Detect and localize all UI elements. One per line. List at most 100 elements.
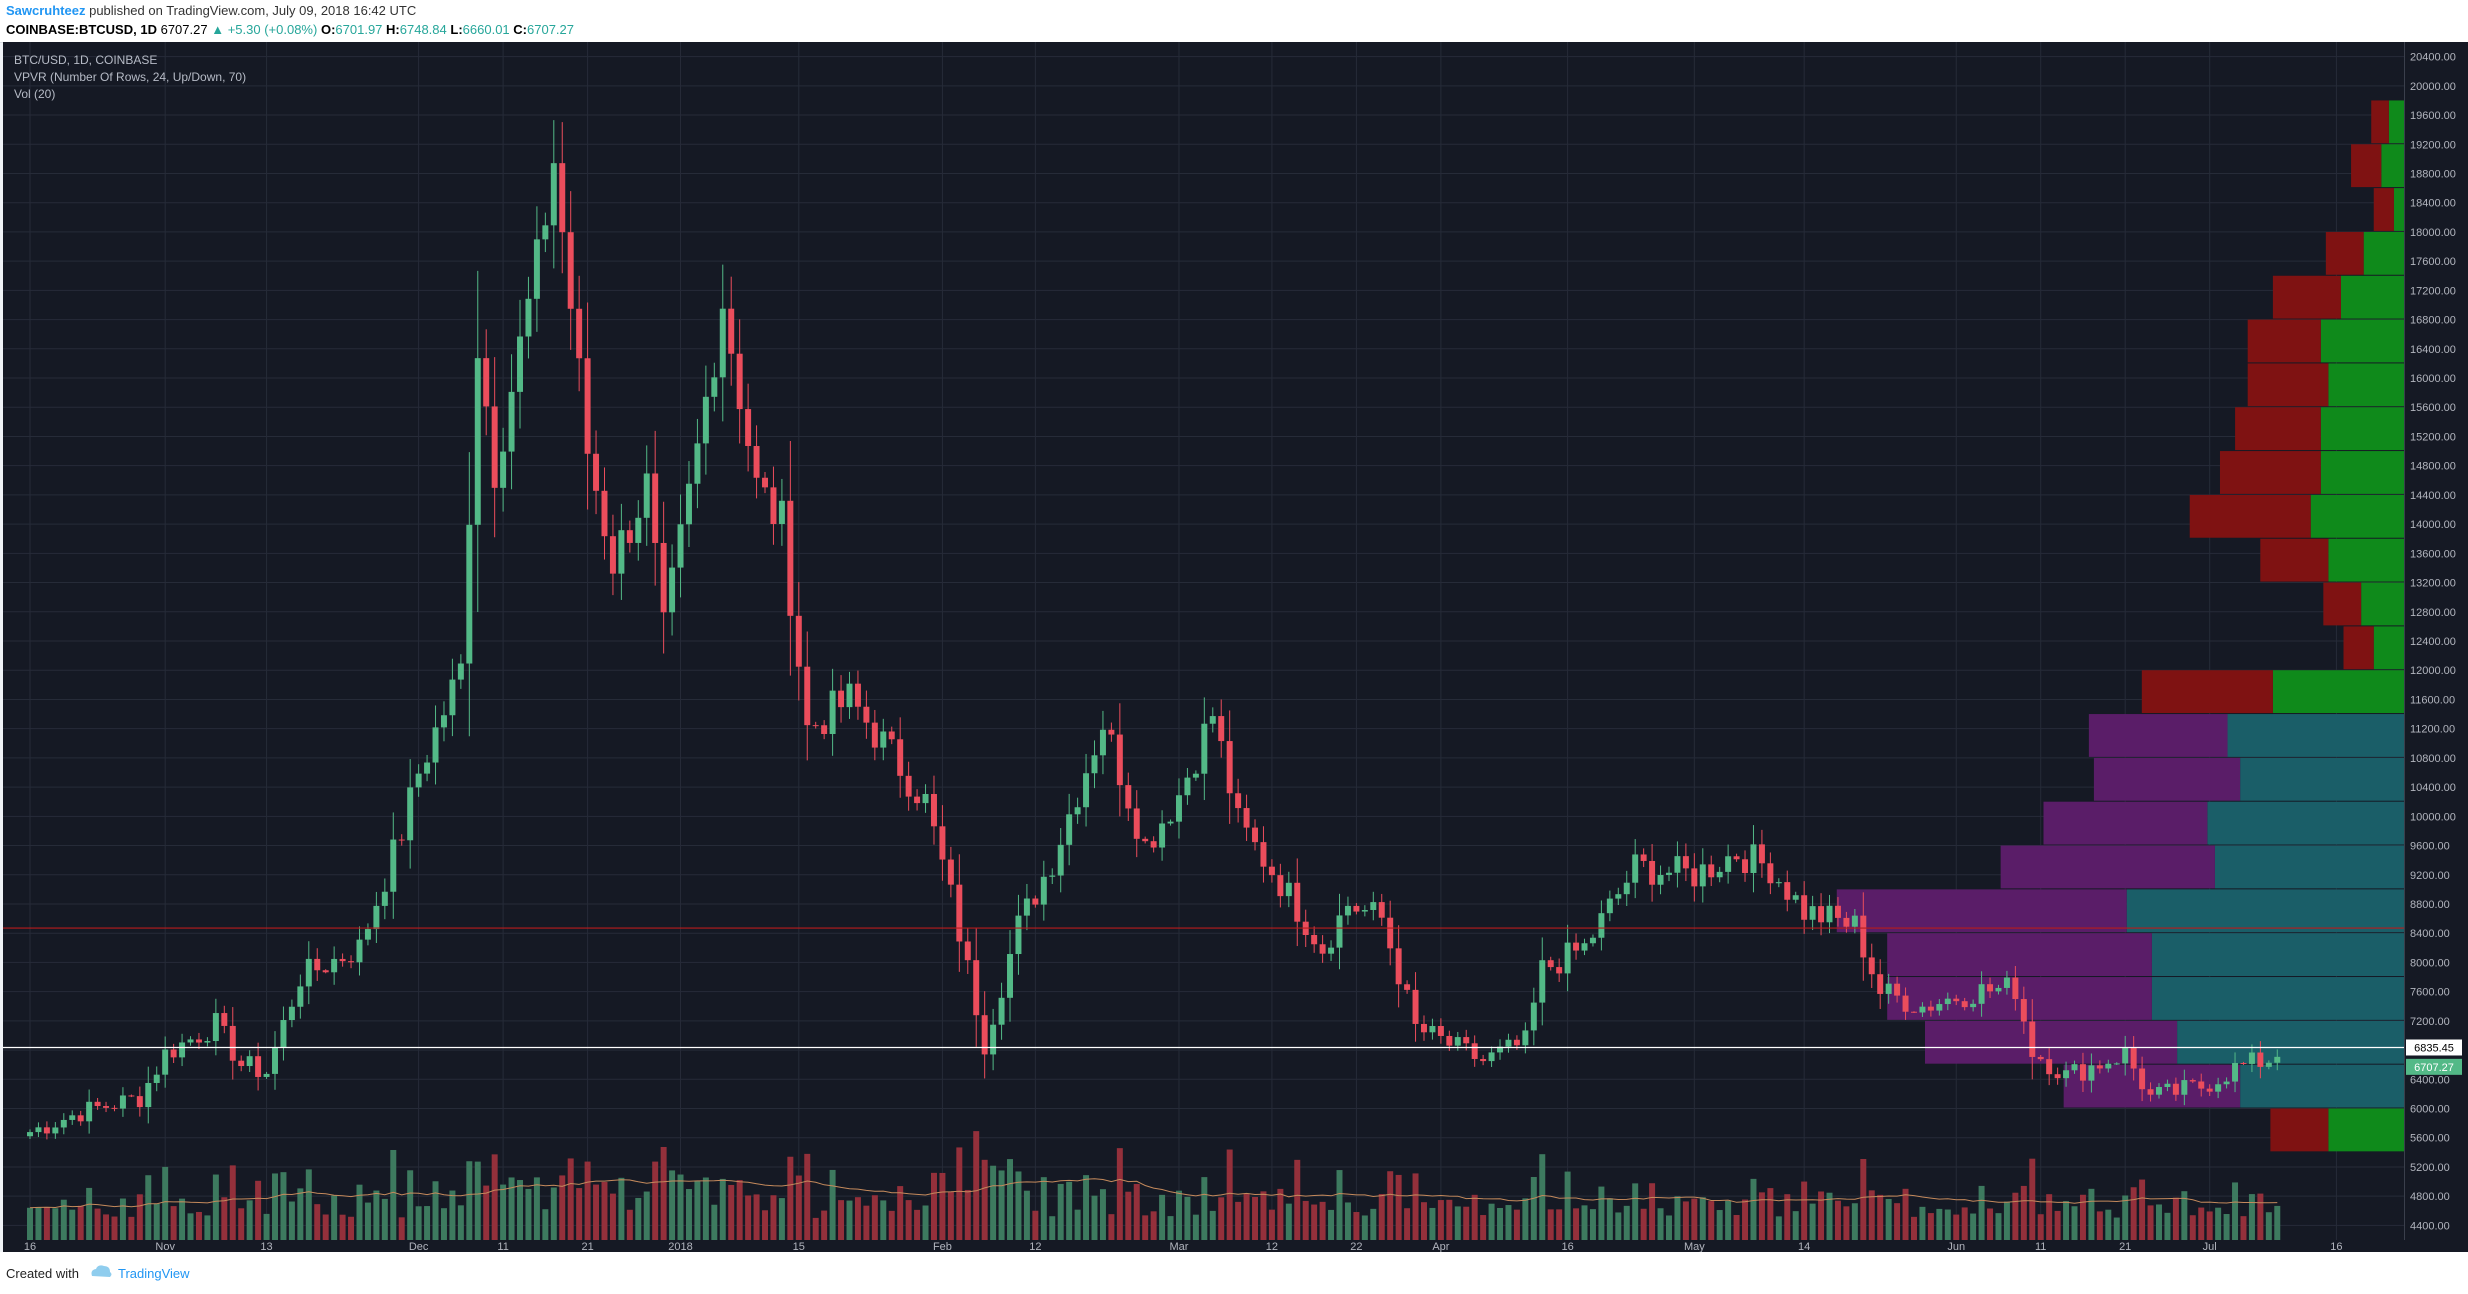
publish-info: published on TradingView.com, July 09, 2… [85,3,417,18]
candle-body [1632,854,1639,883]
volume-bar [1302,1200,1309,1240]
candle-body [1437,1026,1444,1036]
volume-bar [1108,1214,1115,1240]
candle-body [2071,1064,2078,1071]
volume-bar [1488,1203,1495,1240]
volume-bar [322,1214,329,1240]
legend-vpvr[interactable]: VPVR (Number Of Rows, 24, Up/Down, 70) [14,70,247,84]
tradingview-cloud-icon[interactable] [88,1262,114,1282]
candle-body [1505,1039,1512,1047]
volume-bar [635,1197,642,1240]
candle-body [525,298,532,337]
volume-bar [119,1198,126,1240]
candle-body [1336,915,1343,948]
volume-bar [1032,1210,1039,1240]
vp-down-bar [2343,626,2374,670]
time-axis[interactable] [3,1240,2468,1252]
price-tick-label: 11600.00 [2410,694,2455,706]
volume-bar [103,1214,110,1240]
candles [27,120,2281,1140]
volume-bar [1725,1200,1732,1240]
volume-bar [1699,1197,1706,1240]
vp-up-bar [2363,231,2404,275]
price-tick-label: 7200.00 [2410,1016,2450,1028]
volume-bar [652,1161,659,1240]
volume-bar [1970,1213,1977,1240]
price-tick-label: 13600.00 [2410,548,2456,560]
volume-bar [2054,1210,2061,1240]
price-tick-label: 9200.00 [2410,870,2450,882]
volume-bar [52,1208,59,1240]
author-link[interactable]: Sawcruhteez [6,3,86,18]
time-tick-label: 14 [1798,1241,1810,1252]
legend-symbol[interactable]: BTC/USD, 1D, COINBASE [14,53,158,67]
candle-body [1623,882,1630,895]
candle-body [1133,808,1140,839]
candle-body [1184,777,1191,796]
volume-bar [2265,1212,2272,1240]
candle-body [94,1101,101,1107]
vp-up-bar [2151,933,2404,977]
volume-bar [762,1210,769,1240]
vp-down-bar [2189,494,2311,538]
price-chart[interactable]: 4400.00 4800.00 5200.00 5600.00 6000.00 6400.… [0,42,2468,1252]
volume-bar [990,1165,997,1240]
candle-body [297,986,304,1007]
legend-volume[interactable]: Vol (20) [14,87,56,101]
candle-body [52,1127,59,1134]
volume-bar [677,1174,684,1240]
candle-body [1708,864,1715,878]
volume-bar [457,1205,464,1240]
volume-bar [69,1209,76,1240]
volume-bar [2003,1201,2010,1240]
vp-up-bar [2328,1108,2404,1152]
volume-bar [2079,1194,2086,1240]
candle-body [255,1056,262,1077]
candle-body [1944,998,1951,1005]
candle-body [179,1042,186,1058]
candle-body [2012,977,2019,1000]
candle-body [593,453,600,491]
volume-bar [1344,1202,1351,1240]
candle-body [508,391,515,452]
candle-body [424,762,431,774]
time-tick-label: Feb [933,1241,952,1252]
time-tick-label: 11 [497,1241,508,1252]
volume-bar [1235,1201,1242,1240]
price-tick-label: 4400.00 [2410,1220,2450,1232]
candle-body [491,406,498,488]
price-tick-label: 14000.00 [2410,519,2456,531]
candle-body [1463,1037,1470,1044]
price-tick-label: 11200.00 [2410,724,2455,736]
vp-down-bar [1836,889,2127,933]
candle-body [457,663,464,680]
volume-bar [415,1206,422,1240]
volume-bar [1665,1215,1672,1240]
candle-body [1953,998,1960,1002]
candle-body [195,1039,202,1043]
candle-body [1091,755,1098,774]
vp-up-bar [2340,275,2404,319]
volume-bar [1758,1192,1765,1240]
price-tick-label: 14400.00 [2410,490,2456,502]
candle-body [1497,1046,1504,1053]
volume-bar [863,1205,870,1240]
candle-body [288,1006,295,1021]
vp-up-bar [2393,188,2404,231]
volume-bar [1674,1196,1681,1240]
vp-up-bar [2320,451,2404,494]
candle-body [1860,915,1867,958]
candle-body [2274,1056,2281,1063]
tradingview-link[interactable]: TradingView [118,1266,190,1281]
volume-bar [162,1166,169,1240]
candle-body [1032,898,1039,905]
time-tick-label: 16 [2330,1241,2342,1252]
volume-bar [1606,1198,1613,1240]
vp-up-bar [2227,714,2404,757]
price-tick-label: 6000.00 [2410,1104,2450,1116]
candle-body [373,905,380,930]
candle-body [1868,957,1875,975]
volume-bar [1150,1211,1157,1240]
volume-bar [1691,1198,1698,1240]
candle-body [1083,773,1090,808]
